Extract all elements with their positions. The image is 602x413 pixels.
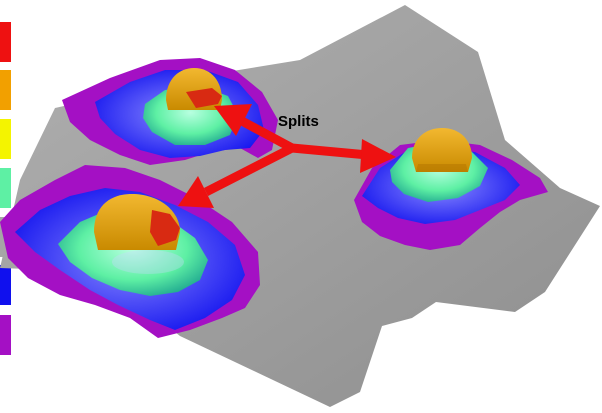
peak-right: [354, 128, 548, 250]
peak-bottom-left: [0, 165, 260, 338]
splits-label: Splits: [278, 113, 319, 130]
legend-swatch-purple: [0, 315, 11, 355]
cap-red: [150, 210, 180, 246]
arrow-shaft-right: [291, 143, 369, 160]
legend-swatch-red: [0, 22, 11, 62]
arrow-head-bottom-left: [178, 176, 214, 208]
peak-top-left: [62, 58, 278, 165]
legend-swatch-blue: [0, 265, 11, 305]
arrow-shaft-bottom-left: [203, 143, 295, 197]
legend-swatch-mint: [0, 168, 11, 208]
arrow-shaft-top-left: [237, 116, 295, 152]
cap: [412, 128, 472, 172]
arrow-head-top-left: [214, 104, 252, 136]
cap-red: [186, 88, 222, 108]
cap-shine: [112, 250, 184, 274]
arrow-head-right: [360, 139, 396, 173]
legend-swatch-yellow: [0, 119, 11, 159]
cap-shade: [416, 164, 468, 172]
legend-swatch-orange: [0, 70, 11, 110]
split-arrows: [178, 104, 396, 208]
